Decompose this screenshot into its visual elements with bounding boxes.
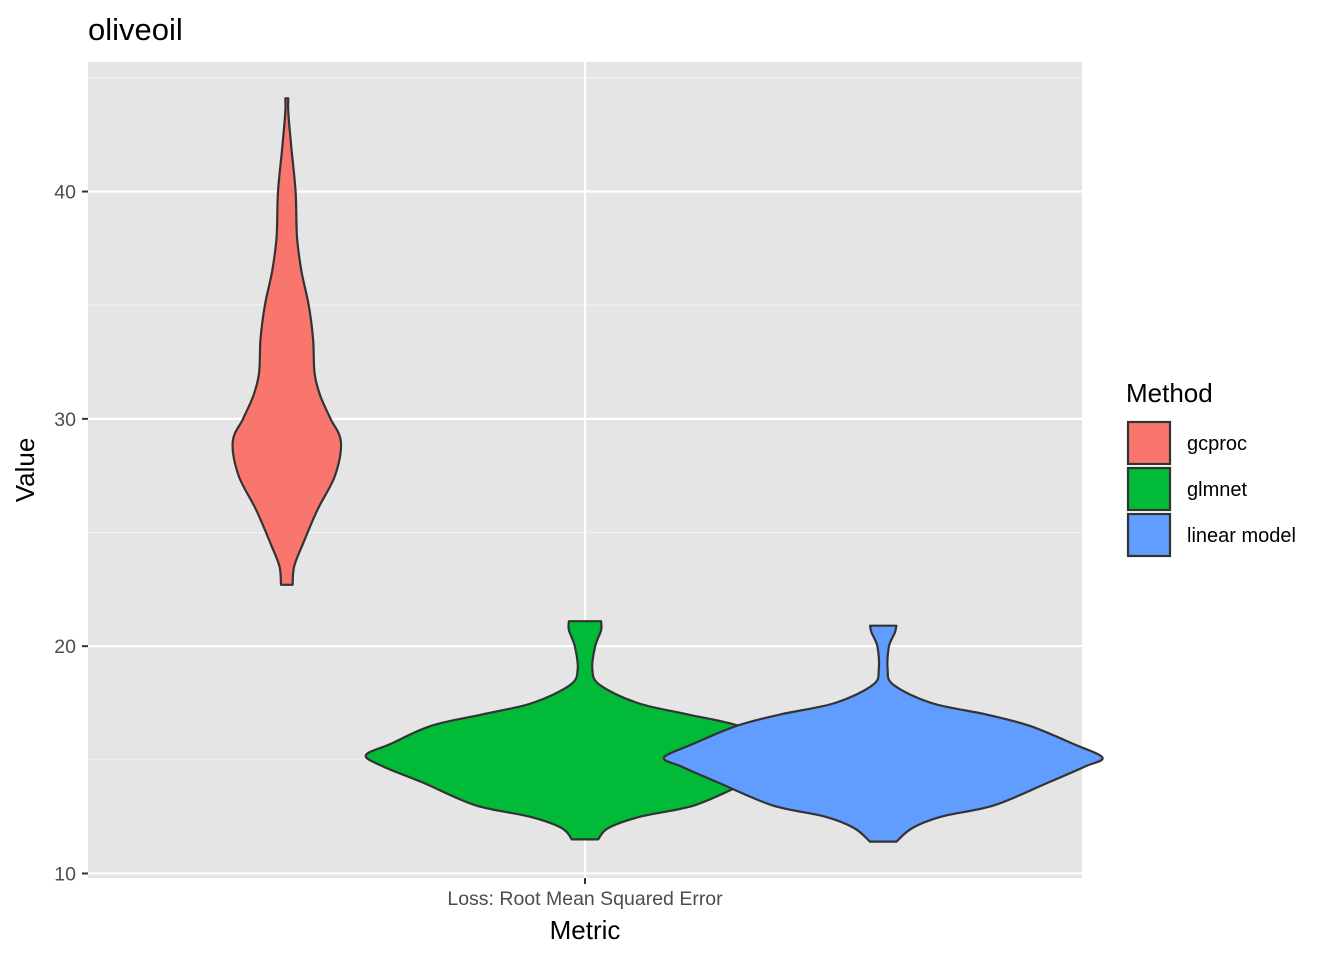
legend: Method gcproc glmnet linear model (1126, 378, 1296, 558)
legend-title: Method (1126, 378, 1213, 408)
y-tick-label: 10 (54, 863, 76, 885)
y-axis-title: Value (10, 438, 40, 503)
chart-title: oliveoil (88, 12, 183, 47)
y-axis: 10 20 30 40 (54, 182, 88, 885)
violin-linear-model (662, 624, 1104, 843)
legend-key-glmnet (1126, 466, 1172, 512)
legend-key-linear-model (1126, 512, 1172, 558)
violin-marks (231, 97, 1104, 843)
y-tick-label: 20 (54, 636, 76, 658)
x-axis-title: Metric (550, 915, 621, 945)
legend-key-gcproc (1126, 420, 1172, 466)
legend-label: gcproc (1187, 433, 1247, 455)
legend-label: glmnet (1187, 479, 1247, 501)
x-axis: Loss: Root Mean Squared Error (447, 878, 723, 910)
y-tick-label: 30 (54, 409, 76, 431)
y-tick-label: 40 (54, 182, 76, 204)
legend-label: linear model (1187, 525, 1296, 547)
violin-gcproc (231, 97, 343, 586)
legend-items: gcproc glmnet linear model (1126, 420, 1296, 558)
x-tick-label: Loss: Root Mean Squared Error (447, 888, 723, 910)
plot-panel (88, 62, 1104, 878)
